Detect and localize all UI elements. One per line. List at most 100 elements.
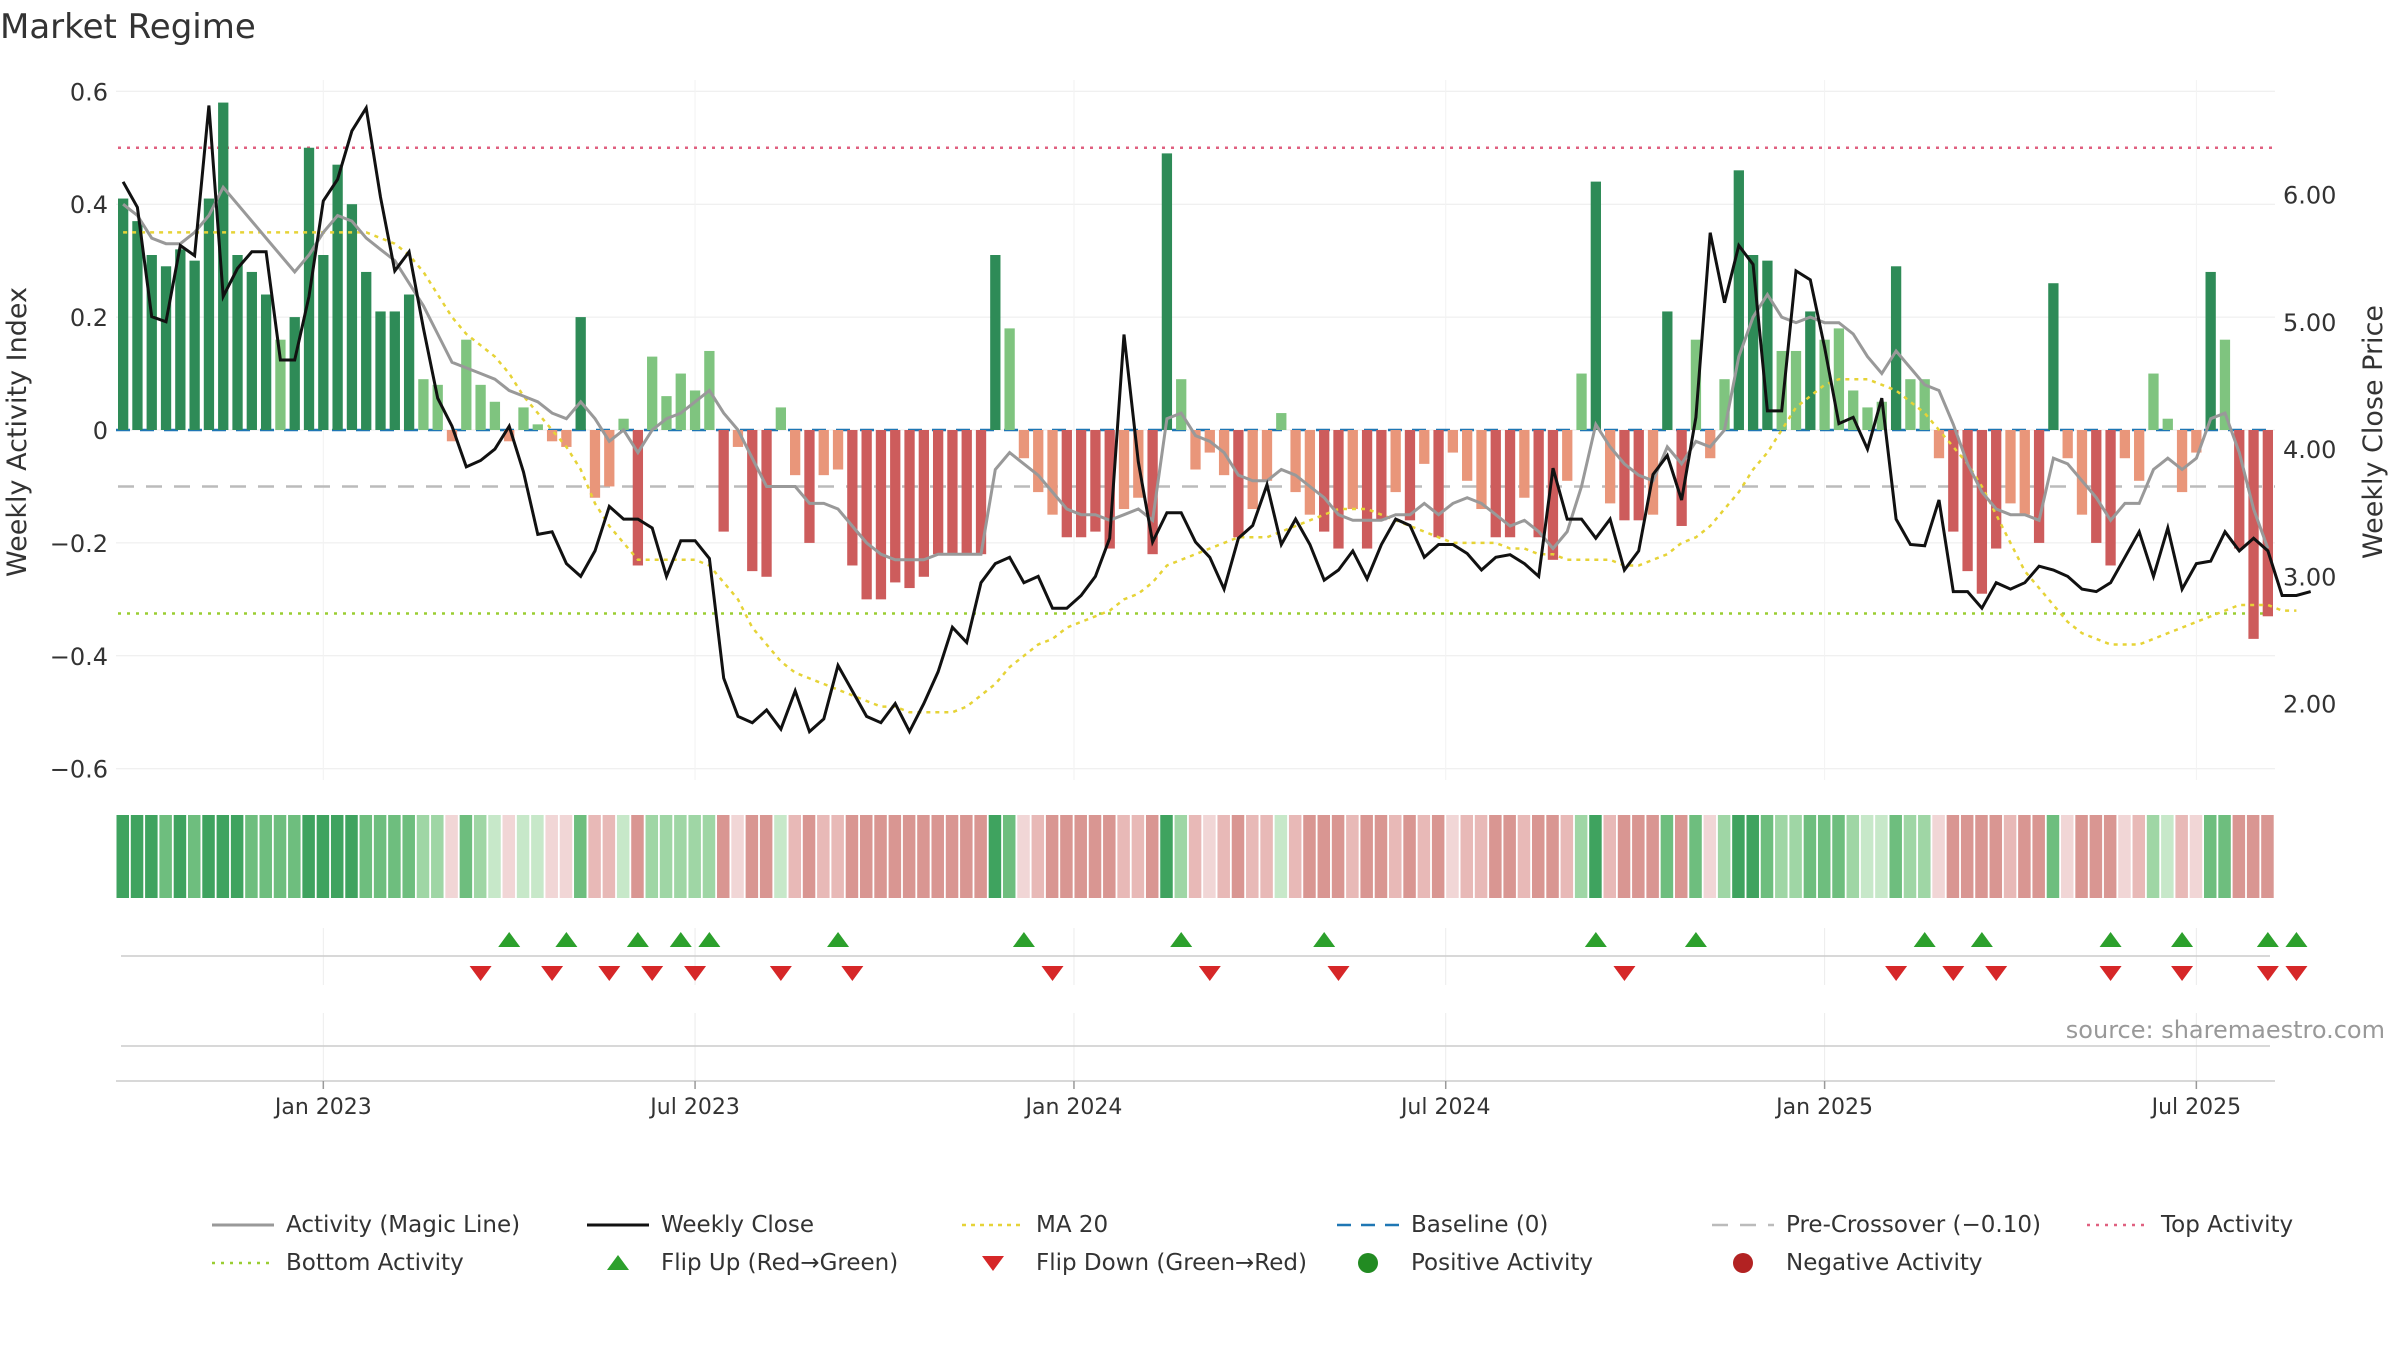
legend-label: Negative Activity [1786, 1250, 1983, 1276]
activity-bar [2048, 283, 2059, 430]
legend-label: Flip Up (Red→Green) [661, 1250, 899, 1276]
activity-bar [1290, 430, 1301, 493]
regime-cell [2003, 815, 2017, 898]
flip-up-marker [2256, 932, 2279, 947]
activity-bar [904, 430, 915, 589]
legend-symbol [982, 1256, 1004, 1271]
regime-cell [1446, 815, 1459, 898]
y-tick-label-2: 0.2 [70, 304, 108, 332]
activity-bar [1390, 430, 1401, 493]
regime-cell [1260, 815, 1273, 898]
legend-item: Weekly Close [585, 1210, 960, 1240]
legend-symbol [2087, 1223, 2149, 1227]
regime-cell [2032, 815, 2045, 898]
flip-up-marker [1012, 932, 1035, 947]
activity-bar [975, 430, 987, 555]
activity-bar [461, 339, 472, 430]
activity-bar [175, 249, 186, 430]
activity-bar [918, 430, 929, 577]
regime-cell [302, 815, 315, 898]
regime-cell [2132, 815, 2146, 898]
regime-cell [988, 815, 1002, 898]
legend-item: Pre-Crossover (−0.10) [1710, 1210, 2085, 1240]
regime-cell [960, 815, 973, 898]
flip-down-marker [641, 966, 664, 981]
magic-line [122, 184, 2270, 562]
activity-bar [1276, 413, 1287, 430]
y2-tick-label-4: 2.00 [2283, 691, 2336, 719]
activity-bar [246, 271, 257, 430]
regime-cell [1460, 815, 1474, 898]
activity-bar [2076, 430, 2088, 515]
legend-item: Flip Down (Green→Red) [960, 1248, 1335, 1278]
flip-down-marker [1985, 966, 2008, 981]
activity-bar [1962, 430, 1973, 572]
x-tick-label-2: Jan 2024 [1024, 1095, 1123, 1120]
activity-bar [832, 430, 844, 470]
regime-cell [1117, 815, 1130, 898]
regime-cell [2103, 815, 2117, 898]
regime-cell [1946, 815, 1960, 898]
activity-bar [1047, 430, 1058, 515]
regime-cell [659, 815, 673, 898]
activity-bar [389, 311, 400, 430]
flip-up-marker [827, 932, 850, 947]
legend-symbol [607, 1255, 629, 1270]
regime-cell [1617, 815, 1631, 898]
activity-bar [618, 418, 629, 430]
activity-bar [661, 396, 672, 430]
activity-bar [518, 407, 529, 430]
regime-cell [202, 815, 215, 898]
legend-symbol [1358, 1253, 1378, 1273]
regime-cell [259, 815, 272, 898]
activity-bar [1762, 260, 1773, 430]
activity-bar [489, 401, 501, 430]
activity-bar [1876, 401, 1887, 430]
activity-bar [1376, 430, 1387, 521]
activity-bar [1462, 430, 1473, 481]
activity-bar [1118, 430, 1130, 510]
flip-up-marker [2171, 932, 2194, 947]
regime-cell [1017, 815, 1030, 898]
flip-up-marker [626, 932, 649, 947]
regime-cell [1860, 815, 1874, 898]
regime-cell [702, 815, 716, 898]
regime-cell [874, 815, 887, 898]
activity-bar [2005, 430, 2016, 504]
legend-label: Bottom Activity [286, 1250, 464, 1276]
regime-cell [1160, 815, 1173, 898]
activity-bar [189, 260, 200, 430]
y-tick-label-0: 0.6 [70, 78, 108, 106]
regime-cell [2061, 815, 2074, 898]
regime-cell [2232, 815, 2246, 898]
legend-symbol [962, 1223, 1024, 1227]
regime-cell [602, 815, 616, 898]
activity-bar [1976, 430, 1988, 594]
regime-cell [945, 815, 959, 898]
flip-down-marker [2099, 966, 2122, 981]
regime-cell [230, 815, 244, 898]
activity-bar [1161, 153, 1173, 431]
activity-bar [1261, 430, 1273, 481]
activity-bar [2262, 430, 2273, 617]
activity-bar [375, 311, 386, 430]
activity-bar [232, 255, 243, 430]
regime-cell [1417, 815, 1431, 898]
activity-bar [2248, 430, 2259, 639]
activity-bar [1190, 430, 1201, 470]
regime-cell [631, 815, 644, 898]
regime-cell [731, 815, 744, 898]
activity-bar [289, 317, 300, 430]
activity-bar [1919, 379, 1930, 430]
regime-cell [2204, 815, 2217, 898]
regime-cell [2018, 815, 2031, 898]
activity-bar [1018, 430, 1030, 459]
activity-bar [2105, 430, 2116, 566]
flip-down-marker [598, 966, 621, 981]
flip-down-marker [2171, 966, 2194, 981]
activity-bar [1619, 430, 1630, 521]
activity-bar [532, 424, 543, 430]
chart-title: Market Regime [0, 7, 256, 47]
regime-cell [1331, 815, 1345, 898]
